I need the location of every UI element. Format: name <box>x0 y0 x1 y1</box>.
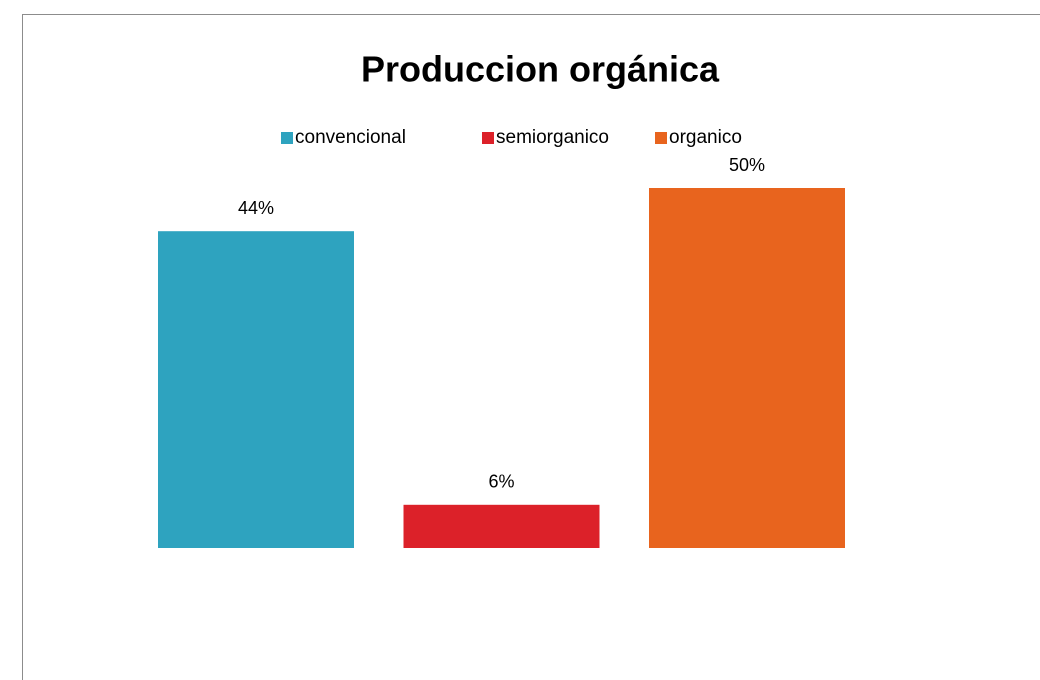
data-label: 6% <box>488 472 514 492</box>
legend-swatch <box>655 132 667 144</box>
data-label: 50% <box>729 155 765 175</box>
data-label: 44% <box>238 198 274 218</box>
legend-swatch <box>281 132 293 144</box>
legend-label: convencional <box>295 127 406 148</box>
legend-label: organico <box>669 127 742 148</box>
bar <box>649 188 845 548</box>
chart-title: Produccion orgánica <box>361 49 720 90</box>
bar <box>403 504 600 548</box>
bar <box>158 231 354 548</box>
legend-label: semiorganico <box>496 127 609 148</box>
legend-swatch <box>482 132 494 144</box>
